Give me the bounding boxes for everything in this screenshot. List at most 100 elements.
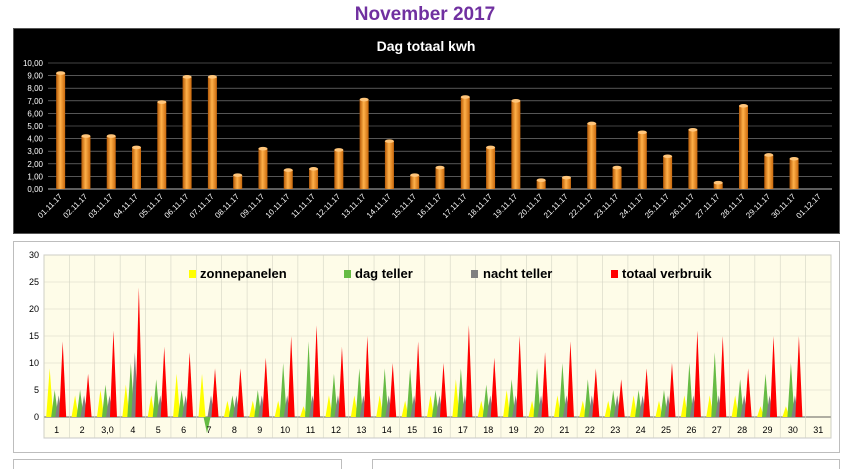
series-spike bbox=[305, 341, 313, 417]
y-tick-label: 4,00 bbox=[27, 135, 43, 144]
bar bbox=[738, 105, 748, 189]
y-tick-label: 10 bbox=[29, 358, 39, 368]
legend-label-nacht-teller: nacht teller bbox=[483, 266, 552, 281]
bar-cap bbox=[233, 173, 243, 177]
series-spike bbox=[330, 373, 338, 417]
series-spike bbox=[406, 368, 414, 417]
series-spike bbox=[541, 352, 549, 417]
bar-cap bbox=[663, 154, 673, 159]
lower-right-panel bbox=[372, 459, 840, 469]
legend-label-dag-teller: dag teller bbox=[355, 266, 413, 281]
series-spike bbox=[59, 341, 67, 417]
bar-cap bbox=[435, 165, 445, 170]
y-tick-label: 6,00 bbox=[27, 109, 43, 118]
series-spike bbox=[160, 346, 168, 417]
series-spike bbox=[592, 368, 600, 417]
bar-cap bbox=[486, 145, 496, 150]
day-label: 20 bbox=[534, 425, 544, 435]
day-label: 22 bbox=[585, 425, 595, 435]
bar-cap bbox=[309, 167, 319, 171]
day-label: 28 bbox=[737, 425, 747, 435]
series-spike bbox=[414, 341, 422, 417]
bar-cap bbox=[106, 134, 116, 138]
daily-total-chart: Dag totaal kwh 0,00 1,00 2,00 3,00 4,00 5,00 6… bbox=[13, 28, 840, 234]
series-spike bbox=[508, 379, 516, 417]
chart-title: Dag totaal kwh bbox=[377, 38, 476, 54]
bar-cap bbox=[713, 180, 723, 185]
legend: zonnepanelen dag teller nacht teller tot… bbox=[189, 266, 712, 281]
series-spike bbox=[706, 395, 714, 417]
day-label: 8 bbox=[232, 425, 237, 435]
series-spike bbox=[685, 363, 693, 417]
x-tick-label: 08.11.17 bbox=[213, 192, 241, 220]
y-tick-label: 20 bbox=[29, 304, 39, 314]
series-spike bbox=[693, 330, 701, 417]
lower-left-panel bbox=[13, 459, 342, 469]
series-spike bbox=[249, 400, 257, 417]
bar-cap bbox=[207, 75, 217, 79]
bar bbox=[460, 97, 470, 189]
gridlines bbox=[48, 62, 832, 190]
bar-cap bbox=[182, 75, 192, 79]
x-tick-label: 12.11.17 bbox=[314, 192, 342, 220]
series-spike bbox=[211, 368, 219, 417]
day-label: 24 bbox=[636, 425, 646, 435]
series-spike bbox=[731, 395, 739, 417]
series-spike bbox=[655, 400, 663, 417]
bar bbox=[309, 168, 319, 189]
series-spike bbox=[223, 400, 231, 417]
day-label: 23 bbox=[610, 425, 620, 435]
y-axis: 0,00 1,00 2,00 3,00 4,00 5,00 6,00 7,00 8,00 9,00… bbox=[23, 59, 44, 194]
day-label: 16 bbox=[432, 425, 442, 435]
series-spike bbox=[787, 363, 795, 417]
bar bbox=[612, 167, 622, 189]
day-label: 12 bbox=[331, 425, 341, 435]
legend-swatch-nacht-teller bbox=[471, 270, 478, 278]
x-tick-label: 02.11.17 bbox=[61, 192, 89, 220]
bar bbox=[359, 99, 369, 189]
x-tick-label: 25.11.17 bbox=[643, 192, 671, 220]
day-label: 25 bbox=[661, 425, 671, 435]
series-spike bbox=[427, 395, 434, 417]
day-label: 21 bbox=[559, 425, 569, 435]
series-spike bbox=[96, 390, 104, 417]
x-tick-label: 05.11.17 bbox=[137, 192, 165, 220]
x-tick-label: 03.11.17 bbox=[87, 192, 115, 220]
bar bbox=[182, 76, 192, 189]
bar-cap bbox=[258, 146, 268, 151]
series-spike bbox=[109, 330, 117, 417]
bar bbox=[384, 141, 394, 189]
bar-cap bbox=[334, 148, 344, 152]
day-label: 27 bbox=[712, 425, 722, 435]
day-label: 2 bbox=[80, 425, 85, 435]
series-spike bbox=[762, 373, 770, 417]
x-tick-label: 10.11.17 bbox=[264, 192, 292, 220]
x-tick-label: 28.11.17 bbox=[719, 192, 747, 220]
series-spike bbox=[262, 357, 270, 417]
daily-meter-chart: 0 5 10 15 20 25 30 1 2 3,0 4 5 6 7 8 9 10 11 12 13 14 15 16 17… bbox=[13, 241, 840, 453]
x-tick-label: 19.11.17 bbox=[491, 192, 519, 220]
day-label: 29 bbox=[763, 425, 773, 435]
bars bbox=[56, 71, 799, 189]
x-tick-label: 23.11.17 bbox=[592, 192, 620, 220]
series-spike bbox=[401, 400, 409, 417]
series-spike bbox=[122, 384, 130, 417]
series-spike bbox=[152, 379, 160, 417]
series-spike bbox=[604, 400, 612, 417]
legend-swatch-totaal-verbruik bbox=[611, 270, 618, 278]
series-spike bbox=[579, 400, 587, 417]
bar-cap bbox=[637, 130, 647, 135]
bar-cap bbox=[587, 121, 597, 126]
series-spike bbox=[203, 417, 211, 434]
x-tick-label: 09.11.17 bbox=[238, 192, 266, 220]
bar bbox=[207, 76, 217, 189]
x-tick-label: 29.11.17 bbox=[744, 192, 772, 220]
series-spike bbox=[482, 384, 490, 417]
day-label: 17 bbox=[458, 425, 468, 435]
bar bbox=[587, 123, 597, 189]
series-spike bbox=[186, 352, 194, 417]
series-spike bbox=[325, 395, 333, 417]
bar bbox=[713, 182, 723, 189]
legend-label-zonnepanelen: zonnepanelen bbox=[200, 266, 287, 281]
legend-swatch-zonnepanelen bbox=[189, 270, 196, 278]
